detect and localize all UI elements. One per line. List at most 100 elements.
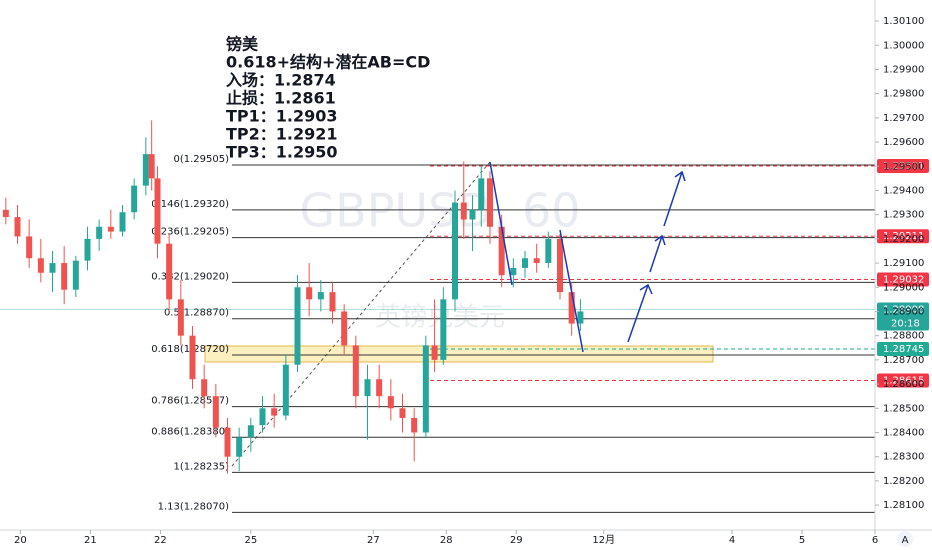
watermark-sub: 英镑兑美元	[375, 303, 505, 333]
y-tick-label: 1.29700	[883, 113, 924, 124]
candle-body	[469, 209, 476, 220]
auto-scale-button[interactable]	[897, 531, 913, 547]
watermark: GBPUSD, 60	[299, 184, 580, 238]
y-tick-label: 1.28900	[883, 306, 924, 317]
candle-body	[201, 379, 208, 397]
y-tick-label: 1.29800	[883, 89, 924, 100]
candle-body	[478, 178, 485, 210]
cd-leg	[559, 229, 584, 353]
y-tick-label: 1.29200	[883, 234, 924, 245]
candle-body	[487, 178, 493, 227]
fib-label: 0.236(1.29205)	[151, 227, 229, 238]
y-tick-label: 1.28100	[883, 500, 924, 511]
candle-body	[522, 258, 528, 268]
candle-body	[411, 417, 418, 433]
y-tick-label: 1.28200	[883, 476, 924, 487]
last-price-box	[877, 302, 929, 331]
y-tick-label: 1.29400	[883, 185, 924, 196]
x-tick-label: 6	[872, 535, 878, 546]
arrow	[627, 284, 649, 343]
candle-body	[271, 408, 278, 416]
arrow	[649, 235, 663, 273]
y-tick-label: 1.28500	[883, 403, 924, 414]
candle-body	[568, 292, 575, 324]
x-tick-label: 5	[799, 535, 805, 546]
candle-body	[148, 154, 155, 179]
x-tick-label: 25	[244, 535, 257, 546]
y-tick-label: 1.29000	[883, 282, 924, 293]
auto-scale-icon[interactable]: A	[902, 535, 909, 546]
x-tick-label: 12月	[592, 534, 615, 546]
candle-body	[460, 202, 467, 220]
fib-label: 0(1.29505)	[173, 154, 229, 165]
candle-body	[131, 185, 138, 213]
candle-body	[422, 345, 429, 433]
price-label: 1.29032	[883, 275, 924, 286]
price-label: 1.29501	[883, 161, 924, 172]
price-label: 1.28745	[883, 344, 924, 355]
candle-body	[352, 345, 359, 397]
candle-body	[84, 238, 91, 261]
fib-label: 0.786(1.28507)	[151, 396, 229, 407]
note-line: TP2：1.2921	[226, 125, 338, 144]
price-label-box	[877, 373, 929, 388]
candle-body	[96, 226, 103, 239]
candle-body	[341, 311, 348, 346]
y-tick-label: 1.28400	[883, 427, 924, 438]
note-line: 镑美	[226, 35, 259, 54]
candle-body	[259, 408, 266, 426]
price-lines: 1.29501 1.29211 1.29032 1.28745 1.28615 1.289…	[0, 159, 929, 388]
candle-body	[431, 345, 438, 360]
candle-body	[142, 154, 149, 186]
axes: 1.30100 1.30000 1.29900 1.29800 1.29700 1.296…	[14, 16, 924, 546]
candle-body	[364, 379, 371, 397]
y-tick-label: 1.29900	[883, 64, 924, 75]
x-tick-label: 29	[510, 535, 523, 546]
candles	[2, 120, 584, 474]
price-label-box	[877, 229, 929, 244]
candle-body	[224, 427, 231, 457]
candle-body	[399, 408, 406, 418]
candle-body	[510, 267, 517, 276]
price-label-box	[877, 341, 929, 356]
candle-body	[212, 396, 219, 428]
price-label: 1.28615	[883, 375, 924, 386]
candle-body	[387, 396, 394, 409]
fib-levels: 0(1.29505) 0.146(1.29320) 0.236(1.29205) 0.…	[151, 154, 875, 513]
projection-lines	[489, 161, 686, 353]
note-line: 入场：1.2874	[226, 71, 336, 90]
fib-label: 1.13(1.28070)	[158, 501, 230, 512]
notes: 镑美0.618+结构+潜在AB=CD入场：1.2874止损：1.2861TP1：…	[226, 35, 430, 162]
y-tick-label: 1.28300	[883, 452, 924, 463]
x-tick-label: 27	[367, 535, 380, 546]
ab-leg	[489, 161, 513, 286]
arrow-head	[639, 283, 653, 295]
note-line: 止损：1.2861	[226, 89, 336, 108]
price-label-box	[877, 159, 929, 174]
candle-body	[557, 238, 563, 293]
candle-body	[294, 287, 301, 365]
candle-body	[119, 212, 126, 232]
candle-body	[72, 260, 79, 290]
arrow-head	[674, 170, 686, 182]
note-line: 0.618+结构+潜在AB=CD	[226, 53, 430, 72]
entry-zone	[204, 345, 714, 363]
candle-body	[61, 263, 68, 290]
x-tick-label: 28	[440, 535, 453, 546]
candle-body	[2, 209, 9, 218]
arrow	[663, 171, 683, 227]
last-price-label: 1.28908	[883, 305, 924, 316]
y-tick-label: 1.30000	[883, 40, 924, 51]
candle-body	[498, 226, 505, 276]
x-tick-label: 20	[14, 535, 27, 546]
y-tick-label: 1.29300	[883, 210, 924, 221]
y-tick-label: 1.28800	[883, 331, 924, 342]
candle-body	[236, 437, 243, 457]
y-tick-label: 1.29500	[883, 161, 924, 172]
candle-body	[329, 292, 336, 312]
price-label-box	[877, 272, 929, 287]
note-line: TP1：1.2903	[226, 107, 338, 126]
candle-body	[440, 299, 447, 360]
